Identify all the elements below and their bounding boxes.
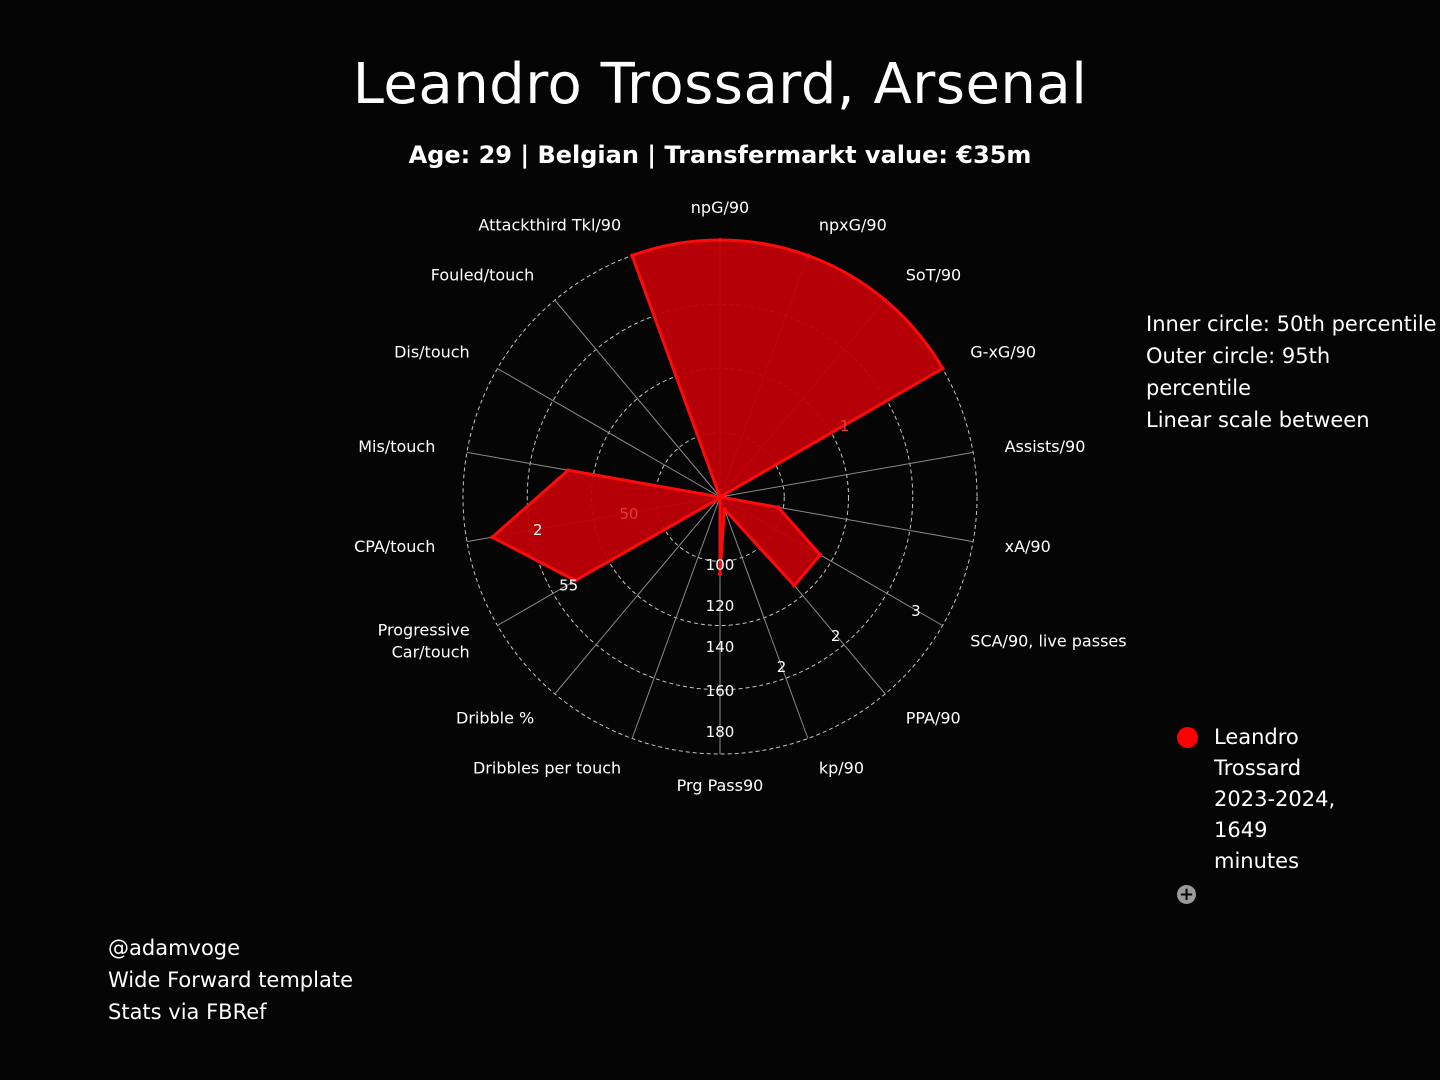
tick-label-1: 1 [840,417,850,435]
axis-label-6: xA/90 [1005,537,1051,556]
tick-label-11: 2 [533,521,543,539]
series-point-4 [940,366,945,371]
credits: @adamvoge Wide Forward template Stats vi… [108,932,353,1028]
credit-author: @adamvoge [108,936,241,960]
tick-label-10: 55 [559,576,578,594]
axis-label-9: kp/90 [819,759,864,778]
tick-label-4: 2 [777,658,787,676]
scale-note-outer: Outer circle: 95th percentile [1146,344,1331,400]
series-point-9 [722,507,727,512]
series-1[interactable] [490,238,945,588]
axis-label-3: SoT/90 [906,266,961,285]
spoke-9 [719,496,809,739]
series-point-7 [818,552,823,557]
tick-label-5: 100 [706,556,735,574]
legend: Leandro Trossard 2023-2024, 1649 minutes… [1176,722,1376,904]
legend-label: Leandro Trossard 2023-2024, 1649 minutes [1214,725,1336,873]
axis-label-8: PPA/90 [906,708,961,727]
tick-label-8: 160 [706,682,735,700]
tick-label-12: 50 [619,505,638,523]
legend-marker-icon [1177,727,1198,748]
series-point-3 [883,298,888,303]
series-point-8 [792,583,797,588]
series-layer[interactable] [490,238,945,588]
plus-circle-icon[interactable]: + [1177,884,1196,905]
axis-label-13: Progressive Car/touch [378,621,470,662]
axis-label-15: Mis/touch [358,437,435,456]
series-point-17 [718,495,722,499]
tick-label-6: 120 [706,597,735,615]
scale-note-inner: Inner circle: 50th percentile [1146,312,1437,336]
series-point-15 [566,468,571,473]
axis-label-12: Dribble % [456,708,534,727]
spoke-12 [554,496,721,695]
axis-label-1: npG/90 [691,198,749,217]
axis-label-10: Prg Pass90 [677,776,764,795]
scale-note: Inner circle: 50th percentile Outer circ… [1146,308,1440,436]
tick-label-3: 2 [831,627,841,645]
spoke-11 [631,496,721,739]
legend-item[interactable]: Leandro Trossard 2023-2024, 1649 minutes [1176,722,1376,877]
series-area [490,238,945,588]
axis-label-14: CPA/touch [354,537,435,556]
axis-label-18: Attackthird Tkl/90 [478,215,621,234]
series-point-6 [776,505,781,510]
credit-source: Stats via FBRef [108,1000,267,1024]
series-point-10 [718,572,722,577]
axis-label-17: Fouled/touch [431,266,535,285]
axis-label-4: G-xG/90 [970,343,1036,362]
spoke-5 [719,451,974,498]
axis-label-2: npxG/90 [819,215,887,234]
tick-label-2: 3 [911,602,921,620]
chart-subtitle: Age: 29 | Belgian | Transfermarkt value:… [408,141,1032,169]
chart-title: Leandro Trossard, Arsenal [352,52,1088,117]
axis-label-16: Dis/touch [394,343,470,362]
spoke-16 [497,368,721,498]
series-point-13 [573,578,578,583]
axis-label-11: Dribbles per touch [473,759,621,778]
series-point-1 [718,238,722,242]
series-point-2 [805,253,810,258]
scale-note-linear: Linear scale between [1146,408,1370,432]
tick-label-7: 140 [706,638,735,656]
tick-label-9: 180 [706,723,735,741]
series-point-18 [630,253,635,258]
credit-template: Wide Forward template [108,968,353,992]
axis-label-5: Assists/90 [1005,437,1086,456]
spoke-17 [554,299,721,498]
series-point-14 [490,535,495,540]
axis-labels: npG/90 npxG/90 SoT/90 G-xG/90 Assists/90 xA/9… [354,198,1126,795]
tick-labels: 1 3 2 2 100 120 140 160 180 55 2 50 [533,417,921,741]
grid-ring-4 [462,239,978,755]
axis-label-7: SCA/90, live passes [970,632,1126,651]
